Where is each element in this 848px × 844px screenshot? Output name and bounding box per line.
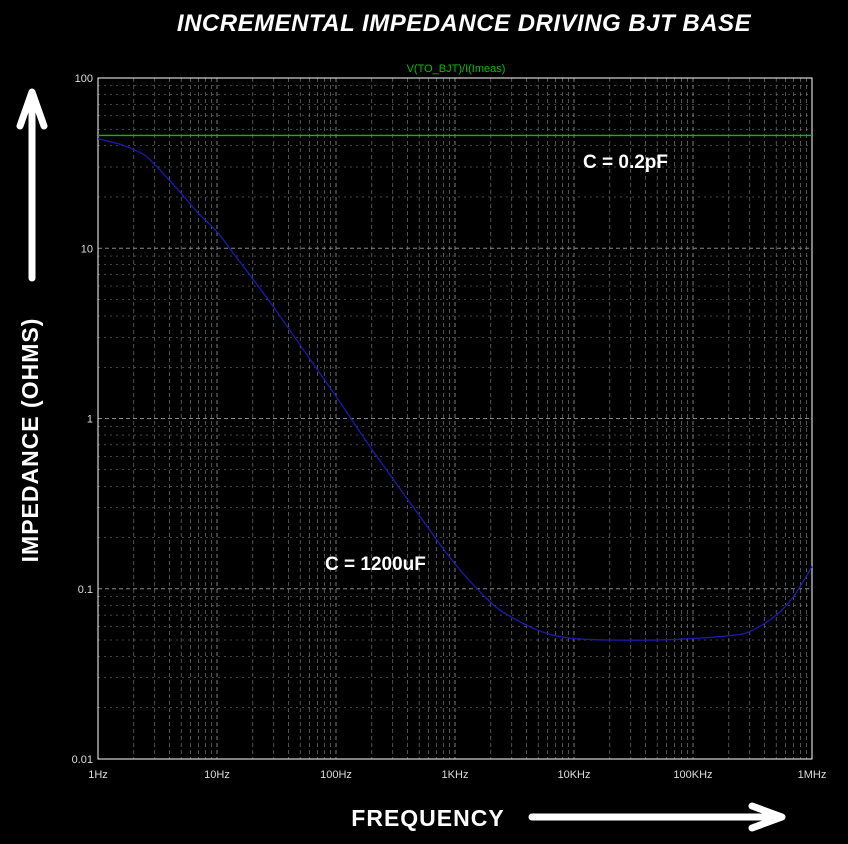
y-axis-arrow-icon [16,88,48,282]
x-tick-label: 1KHz [442,769,469,781]
chart-title: INCREMENTAL IMPEDANCE DRIVING BJT BASE [176,10,752,37]
plot-frame [97,77,813,760]
annotation-c-0-2pf: C = 0.2pF [583,152,668,173]
x-tick-label: 100Hz [320,769,352,781]
x-tick-label: 1MHz [798,769,827,781]
grid-lines [98,78,812,759]
y-tick-label: 1 [87,414,93,426]
x-tick-label: 100KHz [673,769,712,781]
y-axis-title: IMPEDANCE (OHMS) [17,318,43,563]
x-axis-title: FREQUENCY [351,805,504,831]
x-axis-arrow-icon [528,802,786,832]
y-tick-labels: 100 10 1 0.1 0.01 [72,73,93,766]
series-line-1 [97,138,813,641]
y-tick-label: 100 [75,73,93,85]
x-tick-labels: 1Hz 10Hz 100Hz 1KHz 10KHz 100KHz 1MHz [88,769,826,781]
y-tick-label: 0.1 [78,584,93,596]
annotation-c-1200uf: C = 1200uF [325,554,426,575]
x-tick-label: 10KHz [557,769,590,781]
y-tick-label: 0.01 [72,754,93,766]
trace-label: V(TO_BJT)/I(Imeas) [407,63,506,75]
x-tick-label: 1Hz [88,769,108,781]
series-group [97,134,813,641]
x-tick-label: 10Hz [204,769,230,781]
y-tick-label: 10 [81,243,93,255]
